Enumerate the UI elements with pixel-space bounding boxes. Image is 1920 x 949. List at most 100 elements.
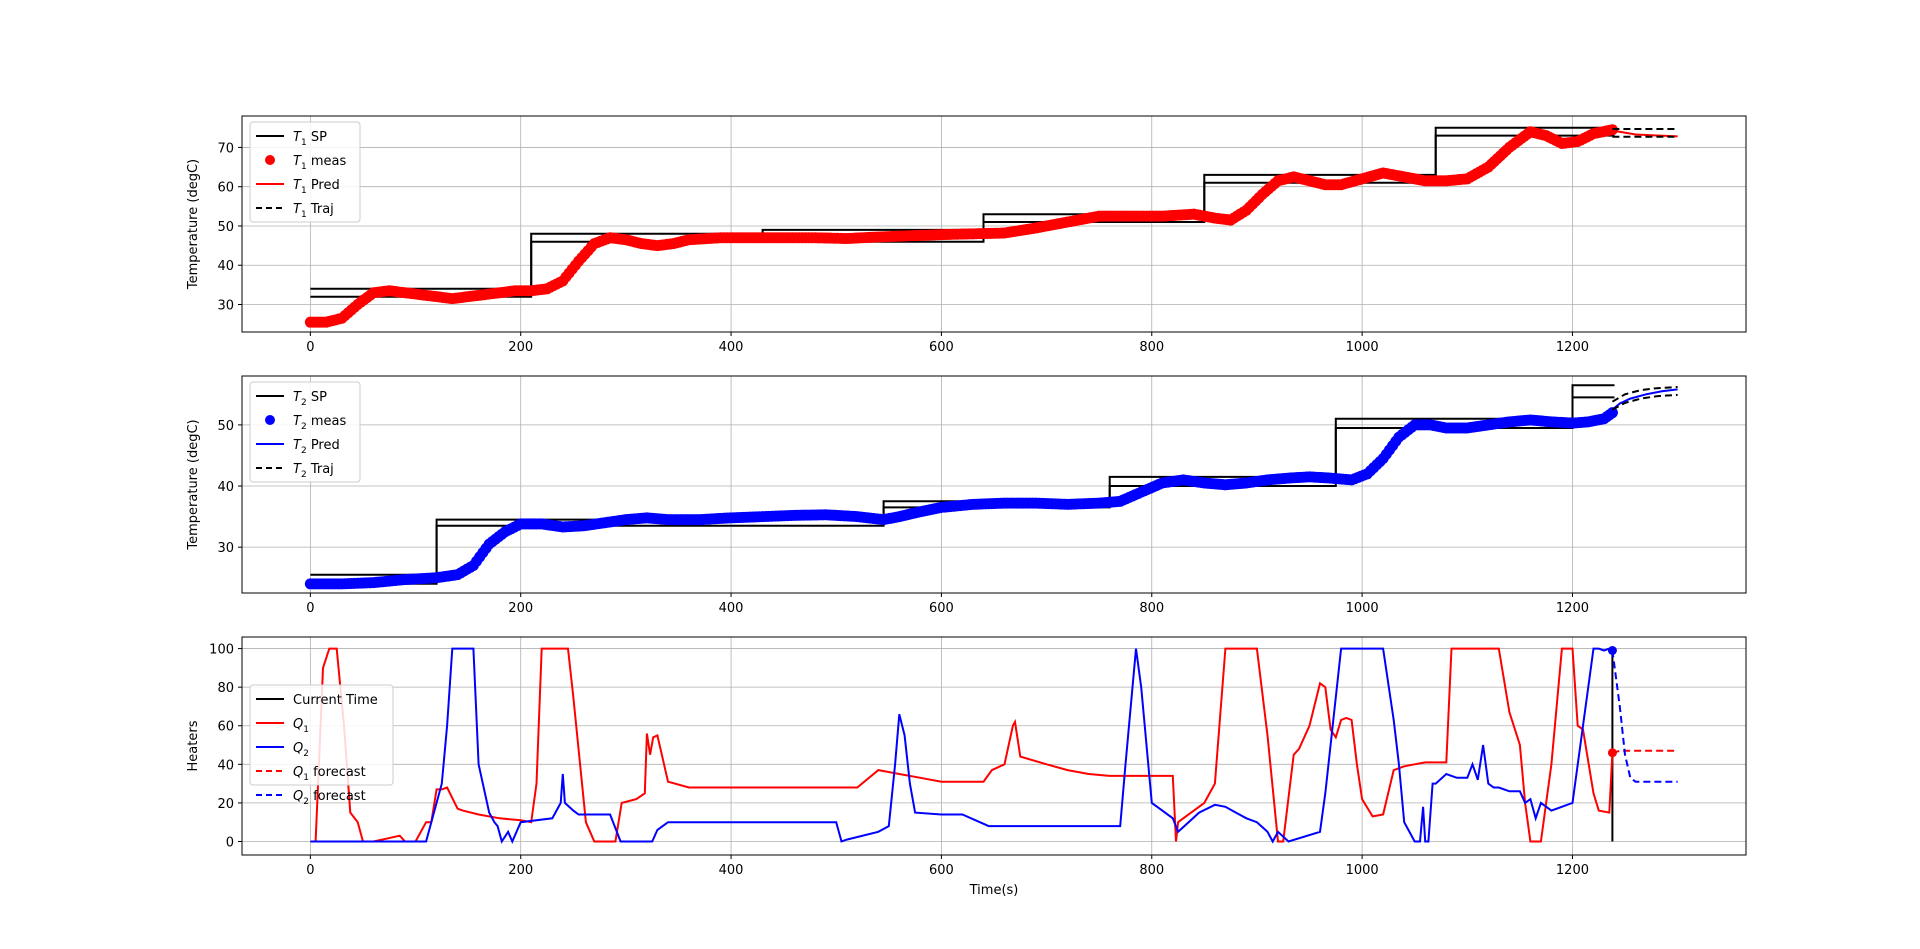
y-tick-label: 30 xyxy=(217,299,234,314)
legend-entry-subscript: 1 xyxy=(301,138,307,148)
y-tick-label: 0 xyxy=(226,835,234,850)
legend-entry-label: Traj xyxy=(307,462,334,477)
legend-box xyxy=(249,684,394,786)
legend-box xyxy=(249,121,361,223)
y-tick-label: 40 xyxy=(217,758,234,773)
y-tick-label: 60 xyxy=(217,181,234,196)
legend-entry-subscript: 2 xyxy=(301,446,307,456)
legend-entry-subscript: 1 xyxy=(301,210,307,220)
plot-area xyxy=(304,124,1678,328)
x-tick-label: 1200 xyxy=(1556,601,1589,616)
legend-entry-label: forecast xyxy=(309,765,366,780)
legend-entry-label: meas xyxy=(307,414,347,429)
x-tick-label: 800 xyxy=(1139,601,1164,616)
legend-entry: T1 meas xyxy=(293,154,346,172)
current-value-marker xyxy=(1607,646,1617,656)
series-t2-meas-point xyxy=(1606,407,1618,419)
x-tick-label: 400 xyxy=(719,863,744,878)
x-tick-label: 1200 xyxy=(1556,863,1589,878)
x-tick-label: 1200 xyxy=(1556,340,1589,355)
series-t2-pred xyxy=(1611,388,1678,411)
series-t2-sp-upper- xyxy=(310,384,1615,576)
series-t1-meas xyxy=(304,124,1618,328)
x-tick-label: 800 xyxy=(1139,863,1164,878)
legend-entry: Q1 forecast xyxy=(293,765,366,783)
x-tick-label: 400 xyxy=(719,340,744,355)
plot-area xyxy=(310,646,1678,845)
legend-entry-symbol: T xyxy=(293,414,302,429)
x-tick-label: 800 xyxy=(1139,340,1164,355)
legend-entry-subscript: 2 xyxy=(303,797,309,807)
legend-entry: Q2 forecast xyxy=(293,789,366,807)
legend-entry: T2 meas xyxy=(293,414,346,432)
x-tick-label: 200 xyxy=(508,863,533,878)
x-tick-label: 600 xyxy=(929,601,954,616)
plot-frame xyxy=(241,636,1747,856)
series-q2 xyxy=(310,647,1613,845)
y-tick-label: 30 xyxy=(217,541,234,556)
legend-entry: T2 SP xyxy=(293,390,327,408)
chart-panel-2: 0 200 400 600 800 1000 1200 30 40 50 Temperature (… xyxy=(186,375,1747,616)
legend-entry: T2 Traj xyxy=(293,462,334,480)
legend-entry-symbol: T xyxy=(293,462,302,477)
legend-entry-symbol: T xyxy=(293,130,302,145)
x-tick-label: 0 xyxy=(306,340,314,355)
legend-entry-label: SP xyxy=(307,130,327,145)
legend-entry-symbol: Q xyxy=(293,741,303,756)
legend-entry: Q2 xyxy=(293,741,309,759)
legend-entry: T1 Traj xyxy=(293,202,334,220)
series-t1-pred xyxy=(1612,129,1678,138)
series-t1-sp-upper- xyxy=(310,126,1615,290)
x-tick-label: 600 xyxy=(929,863,954,878)
legend-entry-subscript: 2 xyxy=(301,398,307,408)
plot-frame xyxy=(241,115,1747,333)
series-q1 xyxy=(310,647,1614,843)
current-value-marker xyxy=(1607,748,1617,758)
legend-entry-symbol: T xyxy=(293,178,302,193)
x-tick-label: 1000 xyxy=(1346,863,1379,878)
chart-panel-3: 0 200 400 600 800 1000 1200 0 20 40 60 80 100 Heaters… xyxy=(186,636,1747,898)
legend-entry-label: forecast xyxy=(309,789,366,804)
y-axis-label: Temperature (degC) xyxy=(186,159,201,290)
legend-entry-symbol: Q xyxy=(293,765,303,780)
legend-entry-subscript: 1 xyxy=(303,725,309,735)
x-tick-label: 0 xyxy=(306,601,314,616)
legend-entry-subscript: 1 xyxy=(303,773,309,783)
legend-marker xyxy=(265,155,275,165)
legend-entry-symbol: T xyxy=(293,202,302,217)
series-q2-forecast xyxy=(1611,650,1678,783)
legend-entry-symbol: Q xyxy=(293,717,303,732)
legend-entry-label: Pred xyxy=(307,178,340,193)
x-tick-label: 1000 xyxy=(1346,601,1379,616)
series-t1-sp xyxy=(310,134,1615,298)
series-t2-meas xyxy=(304,407,1618,590)
x-tick-label: 0 xyxy=(306,863,314,878)
legend-entry-subscript: 2 xyxy=(303,749,309,759)
legend-entry-symbol: Q xyxy=(293,789,303,804)
legend-entry: T1 Pred xyxy=(293,178,340,196)
legend-box xyxy=(249,381,361,483)
plot-area xyxy=(304,384,1678,590)
x-axis-label: Time(s) xyxy=(969,883,1019,898)
series-q1-forecast xyxy=(1612,749,1678,754)
y-tick-label: 100 xyxy=(209,643,234,658)
x-tick-label: 1000 xyxy=(1346,340,1379,355)
x-tick-label: 400 xyxy=(719,601,744,616)
legend-entry-subscript: 2 xyxy=(301,422,307,432)
chart-panel-1: 0 200 400 600 800 1000 1200 30 40 50 60 70 Temperatu… xyxy=(186,115,1747,355)
legend-entry: T1 SP xyxy=(293,130,327,148)
y-tick-label: 70 xyxy=(217,141,234,156)
plot-frame xyxy=(241,375,1747,594)
legend-entry-symbol: T xyxy=(293,154,302,169)
legend-entry-label: Pred xyxy=(307,438,340,453)
y-tick-label: 60 xyxy=(217,720,234,735)
legend-marker xyxy=(265,415,275,425)
y-tick-label: 20 xyxy=(217,797,234,812)
x-tick-label: 600 xyxy=(929,340,954,355)
legend-entry: T2 Pred xyxy=(293,438,340,456)
y-axis-label: Temperature (degC) xyxy=(186,419,201,550)
y-tick-label: 50 xyxy=(217,220,234,235)
legend-entry-label: meas xyxy=(307,154,347,169)
